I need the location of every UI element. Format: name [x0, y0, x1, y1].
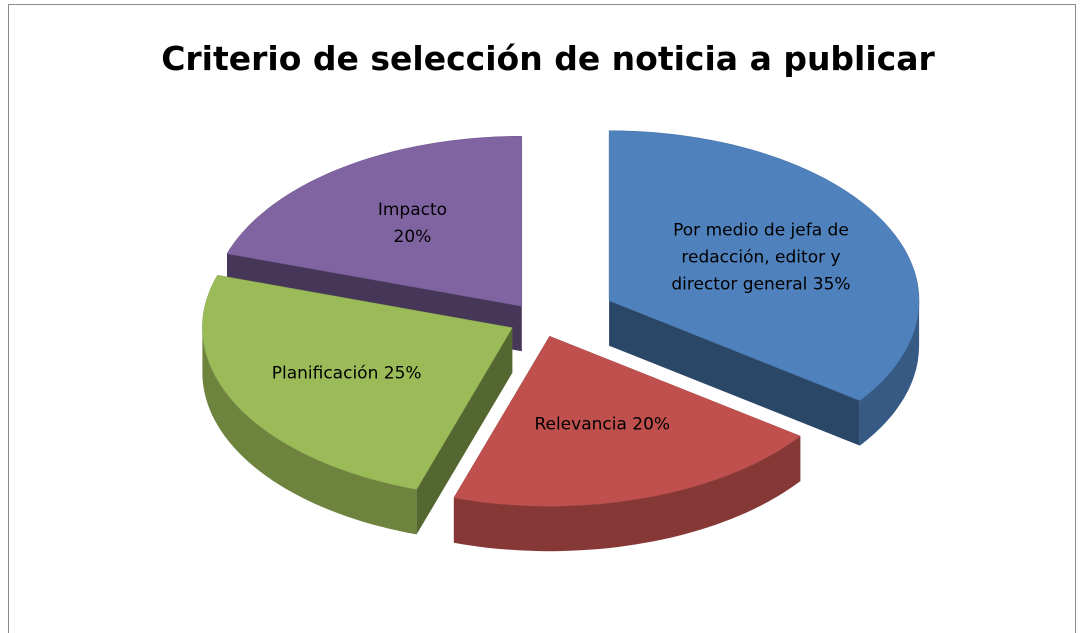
label-category: Planificación	[271, 363, 379, 384]
label-category: Relevancia	[534, 414, 627, 435]
label-value: 20%	[632, 414, 671, 435]
data-label: Planificación 25%	[147, 361, 547, 388]
slice	[453, 335, 801, 552]
slice-rim	[453, 436, 801, 552]
chart-title: Criterio de selección de noticia a publi…	[161, 39, 935, 78]
label-category: Impacto	[377, 199, 448, 220]
slice-top	[453, 335, 801, 507]
slice-side	[609, 300, 860, 446]
data-label: Impacto 20%	[375, 197, 450, 251]
label-value: 35%	[812, 274, 851, 295]
slice-top	[202, 274, 513, 490]
slice-top	[608, 130, 920, 401]
slice	[202, 274, 513, 535]
slice-top	[226, 135, 523, 307]
label-value: 20%	[393, 226, 432, 247]
data-label: Relevancia 20%	[402, 412, 802, 439]
slice	[608, 130, 920, 446]
label-category: Por medio de jefa de redacción, editor y…	[671, 220, 849, 295]
slice-rim	[202, 327, 417, 535]
slice-rim	[859, 300, 920, 446]
slice-side	[416, 327, 513, 535]
label-value: 25%	[383, 363, 422, 384]
data-label: Por medio de jefa de redacción, editor y…	[666, 218, 856, 299]
chart-frame	[8, 4, 1076, 633]
